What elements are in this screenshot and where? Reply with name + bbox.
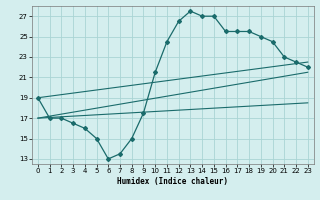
X-axis label: Humidex (Indice chaleur): Humidex (Indice chaleur) [117,177,228,186]
